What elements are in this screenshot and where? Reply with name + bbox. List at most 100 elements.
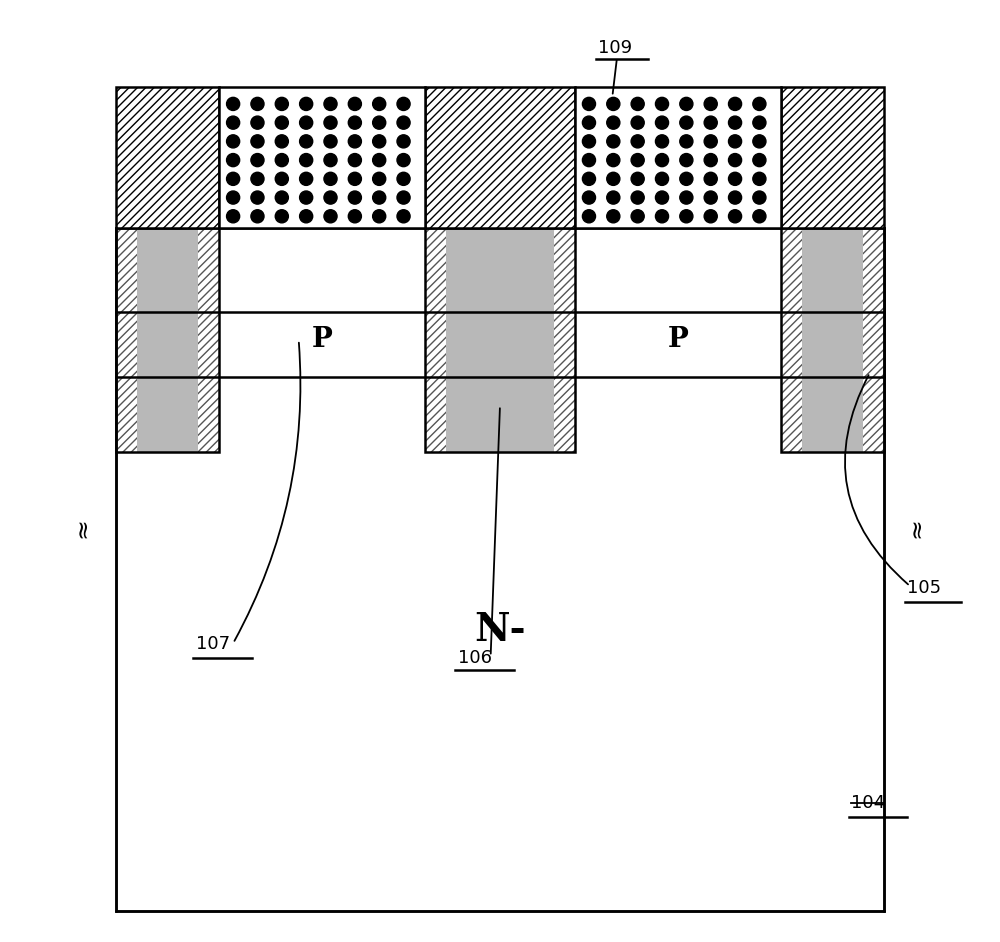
Circle shape — [704, 191, 717, 204]
Text: P: P — [667, 326, 688, 353]
Circle shape — [275, 154, 288, 167]
Circle shape — [324, 191, 337, 204]
Circle shape — [251, 210, 264, 223]
Circle shape — [324, 172, 337, 186]
Text: 104: 104 — [851, 794, 885, 812]
Circle shape — [655, 191, 669, 204]
Bar — [781, 228, 802, 452]
Circle shape — [655, 172, 669, 186]
Circle shape — [655, 116, 669, 129]
Circle shape — [324, 154, 337, 167]
Circle shape — [251, 172, 264, 186]
Circle shape — [582, 97, 596, 110]
Text: 107: 107 — [196, 635, 230, 653]
Circle shape — [753, 154, 766, 167]
Circle shape — [631, 172, 644, 186]
Circle shape — [753, 135, 766, 148]
Circle shape — [275, 210, 288, 223]
Circle shape — [397, 172, 410, 186]
Circle shape — [373, 191, 386, 204]
Circle shape — [631, 154, 644, 167]
Circle shape — [728, 191, 742, 204]
Circle shape — [275, 172, 288, 186]
Circle shape — [227, 154, 240, 167]
Bar — [781, 87, 884, 228]
Circle shape — [607, 135, 620, 148]
Circle shape — [704, 116, 717, 129]
Circle shape — [324, 97, 337, 110]
Text: 105: 105 — [907, 579, 941, 597]
Bar — [446, 228, 554, 452]
Circle shape — [397, 135, 410, 148]
Circle shape — [373, 97, 386, 110]
Circle shape — [300, 210, 313, 223]
Bar — [116, 228, 137, 452]
Circle shape — [728, 97, 742, 110]
Circle shape — [227, 135, 240, 148]
Circle shape — [373, 210, 386, 223]
Circle shape — [728, 172, 742, 186]
Bar — [575, 87, 781, 228]
Circle shape — [397, 116, 410, 129]
Circle shape — [680, 97, 693, 110]
Bar — [554, 228, 575, 452]
Bar — [425, 228, 446, 452]
Circle shape — [753, 191, 766, 204]
Circle shape — [704, 135, 717, 148]
Circle shape — [607, 191, 620, 204]
Circle shape — [753, 97, 766, 110]
Circle shape — [348, 135, 361, 148]
Circle shape — [227, 172, 240, 186]
Circle shape — [607, 154, 620, 167]
Circle shape — [275, 191, 288, 204]
Circle shape — [324, 210, 337, 223]
Circle shape — [704, 97, 717, 110]
Circle shape — [251, 191, 264, 204]
Circle shape — [655, 154, 669, 167]
Circle shape — [631, 135, 644, 148]
Circle shape — [704, 154, 717, 167]
Circle shape — [324, 116, 337, 129]
Circle shape — [631, 191, 644, 204]
Bar — [116, 87, 219, 228]
Circle shape — [607, 97, 620, 110]
Circle shape — [607, 116, 620, 129]
Circle shape — [300, 191, 313, 204]
Circle shape — [631, 116, 644, 129]
Circle shape — [275, 116, 288, 129]
Bar — [781, 228, 884, 452]
Circle shape — [728, 135, 742, 148]
Circle shape — [704, 172, 717, 186]
Bar — [137, 228, 198, 452]
Text: 106: 106 — [458, 649, 492, 667]
Circle shape — [397, 210, 410, 223]
Circle shape — [251, 154, 264, 167]
Circle shape — [680, 210, 693, 223]
Circle shape — [275, 135, 288, 148]
Circle shape — [373, 135, 386, 148]
Bar — [575, 87, 781, 228]
Circle shape — [680, 154, 693, 167]
Circle shape — [753, 172, 766, 186]
Circle shape — [373, 172, 386, 186]
Circle shape — [348, 172, 361, 186]
Circle shape — [348, 210, 361, 223]
Circle shape — [655, 210, 669, 223]
Bar — [425, 87, 575, 228]
Circle shape — [397, 154, 410, 167]
Bar — [116, 312, 884, 378]
Circle shape — [348, 97, 361, 110]
Bar — [198, 228, 219, 452]
Text: ≈: ≈ — [71, 516, 95, 538]
Circle shape — [251, 116, 264, 129]
Bar — [116, 228, 219, 452]
Circle shape — [582, 210, 596, 223]
Circle shape — [300, 154, 313, 167]
Bar — [863, 228, 884, 452]
Circle shape — [704, 210, 717, 223]
Circle shape — [300, 135, 313, 148]
Text: ≈: ≈ — [905, 516, 929, 538]
Circle shape — [655, 97, 669, 110]
Circle shape — [680, 172, 693, 186]
Circle shape — [300, 97, 313, 110]
